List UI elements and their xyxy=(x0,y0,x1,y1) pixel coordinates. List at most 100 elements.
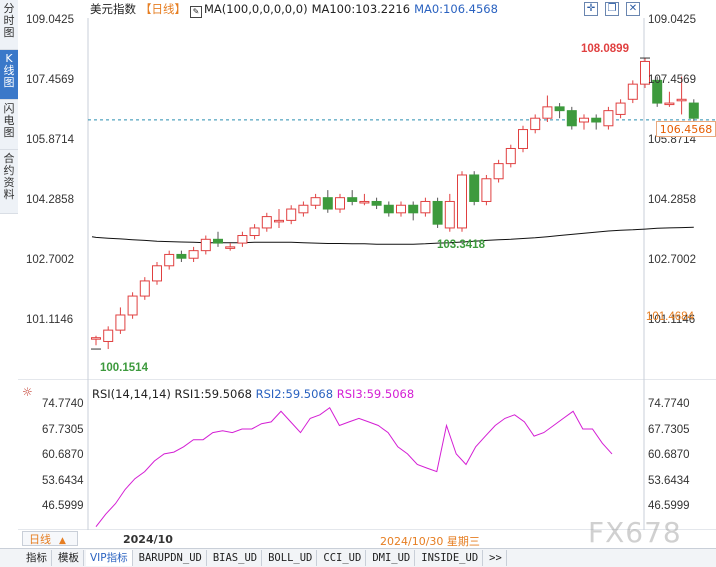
candle-up xyxy=(579,117,589,123)
orange-price-label: 101.4684 xyxy=(646,311,694,323)
side-tab-3[interactable]: 合约资料 xyxy=(0,150,18,214)
bottom-tab-2[interactable]: VIP指标 xyxy=(86,550,133,566)
candle-up xyxy=(335,197,345,210)
candle-up xyxy=(200,238,211,252)
rsi-tick-label: 53.6434 xyxy=(648,475,690,487)
window-restore-icon[interactable]: ❐ xyxy=(605,2,619,16)
rsi-params: RSI(14,14,14) xyxy=(92,387,171,401)
bottom-tab-7[interactable]: DMI_UD xyxy=(368,550,416,566)
close-icon[interactable]: ✕ xyxy=(626,2,640,16)
price-tick-label-left: 107.4569 xyxy=(26,74,74,86)
candle-up xyxy=(298,204,309,214)
price-tick-label: 102.7002 xyxy=(648,254,696,266)
side-tab-1[interactable]: K线图 xyxy=(0,50,18,100)
rsi-tick-label-left: 53.6434 xyxy=(42,475,84,487)
candle-up xyxy=(420,200,431,214)
price-tick-label-left: 102.7002 xyxy=(26,254,74,266)
bottom-tab-6[interactable]: CCI_UD xyxy=(319,550,367,566)
ma100-line xyxy=(91,226,694,245)
price-chart[interactable] xyxy=(0,0,716,380)
candle-up xyxy=(91,337,101,340)
rsi-tick-label: 60.6870 xyxy=(648,449,690,461)
price-tick-label-left: 101.1146 xyxy=(26,314,74,326)
rsi2-value: RSI2:59.5068 xyxy=(255,387,334,401)
indicator-tab-bar: 指标 模板 VIP指标 BARUPDN_UD BIAS_UD BOLL_UD CCI_UD D… xyxy=(0,548,716,567)
ma0-value: MA0:106.4568 xyxy=(414,2,498,16)
candle-up xyxy=(676,98,687,102)
sun-icon[interactable]: ☼ xyxy=(22,385,33,399)
period-dropdown-label: 日线 xyxy=(29,533,51,546)
period-dropdown[interactable]: 日线 ▲ xyxy=(22,531,78,546)
candle-up xyxy=(481,178,492,202)
candle-up xyxy=(457,174,467,229)
candle-down xyxy=(652,79,663,104)
crosshair-icon[interactable]: ✛ xyxy=(584,2,598,16)
rsi-tick-label-left: 74.7740 xyxy=(42,398,84,410)
candle-down xyxy=(591,117,602,123)
bottom-tab-0[interactable]: 指标 xyxy=(22,550,52,566)
price-tick-label: 101.1146 xyxy=(648,314,696,326)
rsi-tick-label-left: 46.5999 xyxy=(42,500,84,512)
bottom-tab-4[interactable]: BIAS_UD xyxy=(209,550,263,566)
price-tick-label: 109.0425 xyxy=(648,14,696,26)
bottom-tab-9[interactable]: >> xyxy=(485,550,507,566)
candle-up xyxy=(261,216,272,229)
low-annotation: 100.1514 xyxy=(100,362,148,374)
rsi-line xyxy=(95,406,613,528)
fx678-watermark: FX678 xyxy=(588,516,682,549)
bottom-tab-1[interactable]: 模板 xyxy=(54,550,84,566)
chart-header: 美元指数 【日线】 ✎ MA(100,0,0,0,0,0) MA100:103.2216… xyxy=(90,0,502,18)
candle-down xyxy=(408,204,419,214)
high-annotation: 108.0899 xyxy=(581,43,629,55)
candle-up xyxy=(505,147,516,165)
rsi-header: RSI(14,14,14) RSI1:59.5068 RSI2:59.5068 … xyxy=(92,387,414,401)
side-tab-2[interactable]: 闪电图 xyxy=(0,100,18,150)
date-axis-label: 2024/10 xyxy=(123,533,173,546)
candle-up xyxy=(627,83,638,100)
candle-down xyxy=(347,197,358,202)
bottom-tab-8[interactable]: INSIDE_UD xyxy=(417,550,484,566)
price-tick-label-left: 109.0425 xyxy=(26,14,74,26)
candle-up xyxy=(310,197,321,206)
candle-up xyxy=(152,265,162,282)
ma100-value: MA100:103.2216 xyxy=(311,2,411,16)
period-label[interactable]: 【日线】 xyxy=(140,2,186,16)
bottom-tab-5[interactable]: BOLL_UD xyxy=(264,550,318,566)
rsi-tick-label-left: 67.7305 xyxy=(42,424,84,436)
candle-down xyxy=(383,204,394,214)
bottom-tab-3[interactable]: BARUPDN_UD xyxy=(135,550,207,566)
rsi-tick-label-left: 60.6870 xyxy=(42,449,84,461)
candle-up xyxy=(127,295,138,316)
price-tick-label-left: 105.8714 xyxy=(26,134,74,146)
rsi-tick-label: 74.7740 xyxy=(648,398,690,410)
candle-up xyxy=(444,200,455,229)
candle-up xyxy=(396,204,406,214)
side-tab-0[interactable]: 分时图 xyxy=(0,0,18,50)
indicator-settings-icon[interactable]: ✎ xyxy=(190,6,202,18)
candle-up xyxy=(286,208,297,221)
cursor-date-label: 2024/10/30 星期三 xyxy=(380,535,480,548)
candle-up xyxy=(664,102,675,106)
candle-up xyxy=(225,246,236,249)
candle-down xyxy=(469,174,480,202)
candle-up xyxy=(249,227,260,237)
current-price-box: 106.4568 xyxy=(656,121,716,137)
candle-up xyxy=(359,200,370,204)
candle-down xyxy=(371,200,382,206)
candle-up xyxy=(640,60,650,85)
rsi3-value: RSI3:59.5068 xyxy=(336,387,415,401)
candle-up xyxy=(188,250,199,259)
candle-up xyxy=(237,235,248,244)
candle-down xyxy=(554,106,565,112)
ma-low-annotation: 103.3418 xyxy=(437,239,485,251)
symbol-name: 美元指数 xyxy=(90,2,136,16)
candle-up xyxy=(518,129,528,149)
price-tick-label: 104.2858 xyxy=(648,194,696,206)
candle-down xyxy=(322,197,333,210)
candle-up xyxy=(115,314,126,331)
price-tick-label: 105.8714 xyxy=(648,134,696,146)
price-tick-label-left: 104.2858 xyxy=(26,194,74,206)
rsi-chart[interactable] xyxy=(0,380,716,530)
candle-down xyxy=(176,253,187,259)
